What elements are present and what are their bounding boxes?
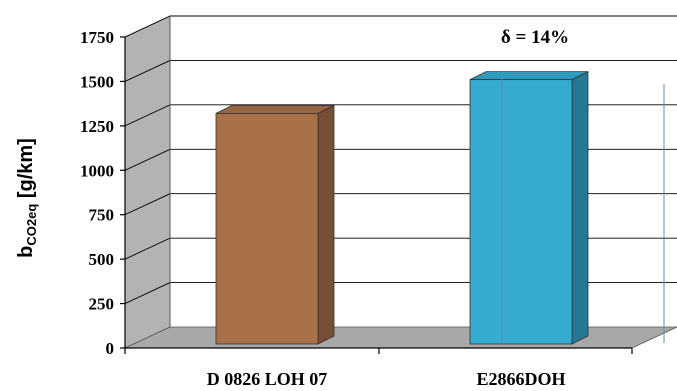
y-axis-label-main: b [15, 246, 37, 258]
bar-front [215, 113, 319, 345]
gridline-side [124, 60, 171, 82]
y-tick-label: 1750 [80, 28, 114, 47]
y-tick-label: 500 [89, 250, 115, 269]
gridline-side [124, 282, 171, 304]
chart-walls [124, 15, 677, 349]
side-wall [124, 15, 171, 349]
bar [215, 104, 335, 345]
bar-front [469, 79, 573, 345]
x-tick-label: D 0826 LOH 07 [207, 369, 328, 389]
y-axis-label: bCO2eq [g/km] [15, 138, 39, 258]
bar [469, 71, 589, 345]
labels: 0 250 500 750 1000 1250 1500 1750 D 0826 LOH 07 E… [80, 28, 566, 389]
bar-top [469, 71, 589, 81]
y-tick-label: 0 [106, 339, 115, 358]
y-axis-label-subscript: CO2eq [24, 204, 39, 246]
gridline-side [124, 237, 171, 260]
floor [124, 326, 677, 349]
bar-top [215, 105, 335, 114]
y-tick-label: 750 [89, 206, 115, 225]
gridline-side [124, 193, 171, 216]
gridline-side [124, 15, 171, 38]
axes [120, 36, 633, 354]
y-tick-label: 250 [89, 295, 115, 314]
bars [215, 71, 665, 345]
gridline-side [124, 104, 171, 127]
y-tick-label: 1000 [80, 161, 114, 180]
bar-side [571, 71, 589, 345]
gridlines [124, 15, 677, 327]
bar-side [317, 104, 335, 345]
x-tick-label: E2866DOH [476, 369, 565, 389]
y-tick-label: 1500 [80, 72, 114, 91]
y-axis-label-unit: [g/km] [15, 138, 37, 204]
annotation-delta: δ = 14% [501, 27, 569, 48]
y-tick-label: 1250 [80, 117, 114, 136]
gridline-side [124, 148, 171, 171]
